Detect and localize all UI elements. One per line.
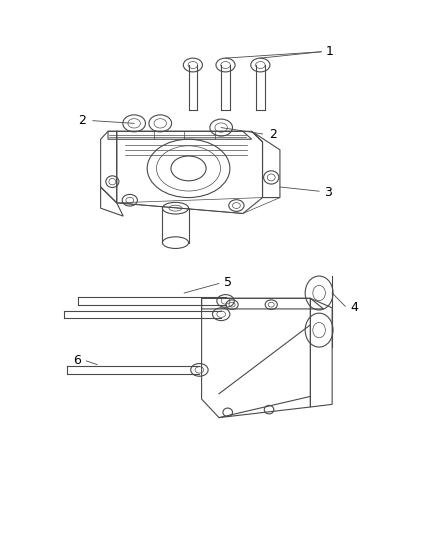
- Text: 3: 3: [324, 186, 332, 199]
- Text: 6: 6: [73, 354, 81, 367]
- Text: 4: 4: [350, 301, 358, 314]
- Text: 1: 1: [325, 45, 333, 58]
- Text: 5: 5: [224, 276, 232, 289]
- Text: 2: 2: [78, 114, 86, 127]
- Text: 2: 2: [269, 128, 277, 141]
